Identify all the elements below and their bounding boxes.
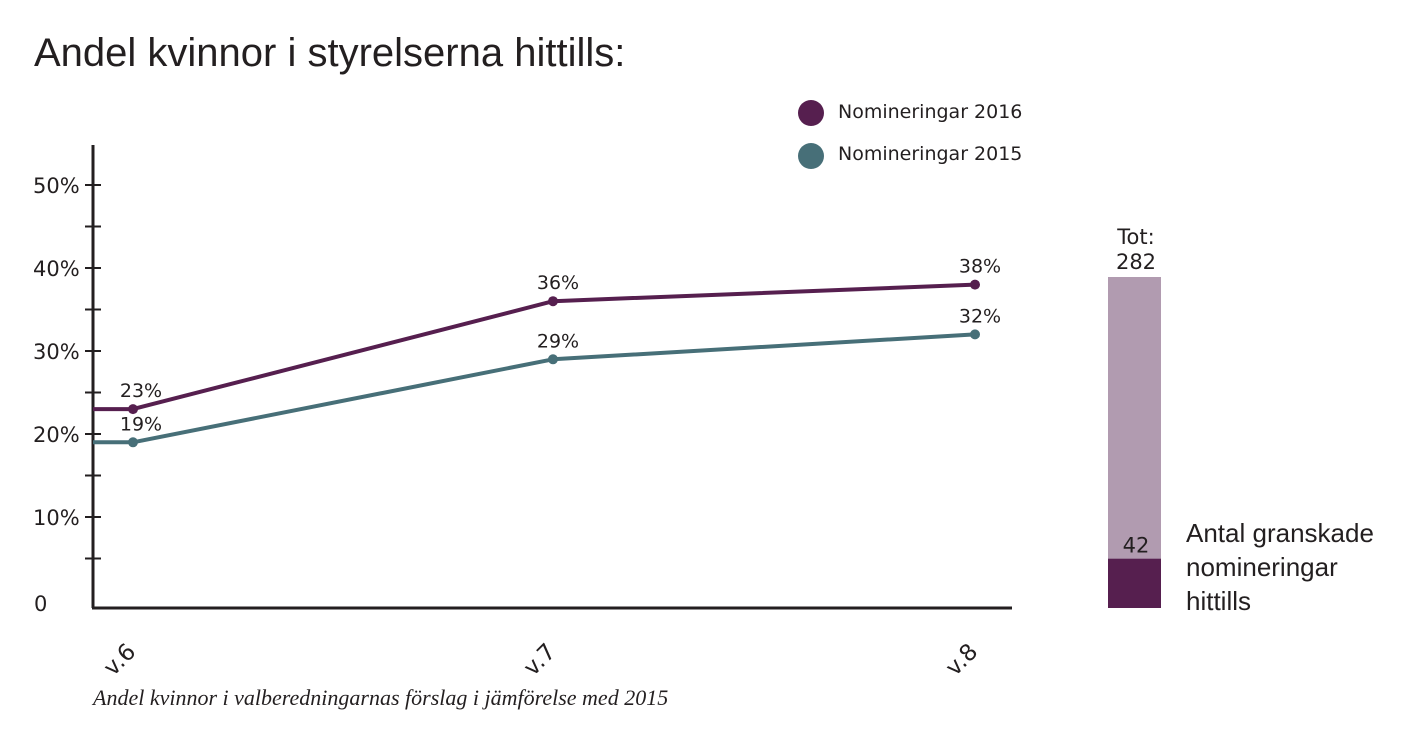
- data-point: [128, 404, 138, 415]
- series-line-1: [93, 332, 976, 445]
- x-tick-label: v.8: [941, 639, 983, 681]
- x-labels: v.6 v.7 v.8: [99, 639, 983, 681]
- y-ticks: 0 10% 20% 30% 40% 50%: [33, 174, 101, 616]
- y-tick-label: 10%: [33, 506, 80, 530]
- bar-total: [1108, 277, 1161, 608]
- chart-caption: Andel kvinnor i valberedningarnas försla…: [91, 685, 668, 710]
- data-point: [970, 279, 980, 290]
- x-tick-label: v.6: [99, 639, 141, 681]
- y-tick-label: 50%: [33, 174, 80, 198]
- x-tick-label: v.7: [519, 639, 561, 681]
- total-label-line1: Tot:: [1116, 225, 1154, 249]
- data-label: 32%: [959, 305, 1001, 327]
- data-label: 19%: [120, 413, 162, 435]
- legend-label-2015: Nomineringar 2015: [838, 143, 1022, 165]
- data-label: 38%: [959, 256, 1001, 278]
- data-label: 23%: [120, 380, 162, 402]
- y-tick-label: 0: [34, 592, 47, 616]
- bar-description-line1: Antal granskade: [1186, 518, 1374, 548]
- bar-part-label: 42: [1123, 534, 1150, 558]
- data-label: 36%: [537, 272, 579, 294]
- legend-marker-2016: [798, 100, 824, 126]
- chart-title: Andel kvinnor i styrelserna hittills:: [34, 31, 625, 75]
- series-line-0: [93, 282, 976, 412]
- data-point: [548, 296, 558, 307]
- bar-part: [1108, 558, 1161, 608]
- legend: Nomineringar 2016 Nomineringar 2015: [798, 100, 1022, 169]
- data-point: [970, 329, 980, 340]
- bar-description-line3: hittills: [1186, 586, 1251, 616]
- series-lines: 23% 36% 38% 19% 29% 32%: [93, 256, 1001, 448]
- axes: [91, 145, 1012, 610]
- data-point: [548, 354, 558, 365]
- data-point: [128, 437, 138, 448]
- legend-marker-2015: [798, 143, 824, 169]
- total-bar-chart: Tot: 282 42 Antal granskade nomineringar…: [1108, 225, 1374, 616]
- y-tick-label: 30%: [33, 340, 80, 364]
- y-tick-label: 20%: [33, 423, 80, 447]
- y-tick-label: 40%: [33, 257, 80, 281]
- bar-description-line2: nomineringar: [1186, 552, 1338, 582]
- total-label-line2: 282: [1116, 250, 1156, 274]
- data-label: 29%: [537, 330, 579, 352]
- legend-label-2016: Nomineringar 2016: [838, 101, 1022, 123]
